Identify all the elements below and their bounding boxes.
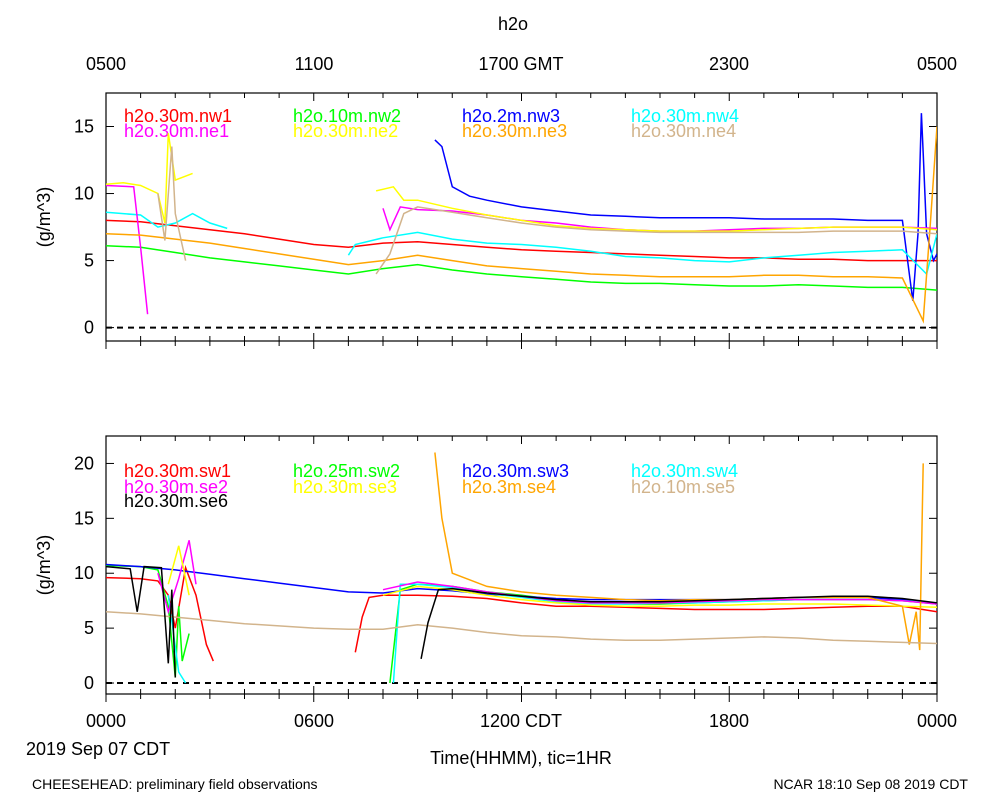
legend-entry: h2o.10m.nw2 (293, 106, 401, 126)
y-tick-label: 15 (74, 508, 94, 528)
footer-right-note: NCAR 18:10 Sep 08 2019 CDT (773, 776, 968, 792)
top-tick-label: 0500 (917, 54, 957, 74)
bottom-tick-label: 0000 (86, 711, 126, 731)
legend-entry: h2o.30m.sw4 (631, 461, 738, 481)
series-line-h2o-10m-se5 (106, 610, 937, 645)
legend-entry: h2o.30m.se6 (124, 491, 228, 511)
top-tick-label: 0500 (86, 54, 126, 74)
bottom-tick-label: 1200 CDT (480, 711, 562, 731)
bottom-tick-label: 0000 (917, 711, 957, 731)
y-axis-label: (g/m^3) (34, 535, 54, 595)
legend-entry: h2o.30m.nw1 (124, 106, 232, 126)
legend-entry: h2o.30m.se2 (124, 477, 228, 497)
y-tick-label: 10 (74, 184, 94, 204)
y-tick-label: 5 (84, 618, 94, 638)
series-line-h2o-30m-nw4 (106, 211, 937, 276)
top-tick-label: 1100 (295, 54, 334, 74)
y-axis-label: (g/m^3) (34, 187, 54, 247)
footer-left-note: CHEESEHEAD: preliminary field observatio… (32, 776, 318, 792)
legend-entry: h2o.25m.sw2 (293, 461, 400, 481)
legend-entry: h2o.10m.se5 (631, 477, 735, 497)
legend-entry: h2o.30m.sw3 (462, 461, 569, 481)
legend-entry: h2o.30m.ne1 (124, 121, 229, 141)
y-tick-label: 0 (84, 318, 94, 338)
series-line-h2o-10m-nw2 (106, 245, 937, 291)
top-panel: 0 5 10 15 (g/m^3) h2o.30m.nw1 h2o.10m.nw2 h2o.2… (34, 92, 938, 349)
series-line-h2o-30m-ne2 (106, 133, 937, 232)
series-line-h2o-30m-ne3 (106, 126, 937, 324)
series-line-h2o-30m-sw1 (106, 564, 937, 662)
series-line-h2o-30m-nw1 (106, 219, 937, 262)
y-tick-label: 5 (84, 251, 94, 271)
series-line-h2o-30m-se2 (157, 540, 937, 615)
series-line-h2o-30m-se6 (106, 565, 937, 678)
legend-entry: h2o.30m.sw1 (124, 461, 231, 481)
series-line-h2o-25m-sw2 (106, 564, 937, 684)
y-tick-label: 10 (74, 563, 94, 583)
y-tick-label: 15 (74, 117, 94, 137)
legend-entry: h2o.2m.nw3 (462, 106, 560, 126)
top-tick-label: 2300 (709, 54, 749, 74)
legend-entry: h2o.30m.ne3 (462, 121, 567, 141)
series-line-h2o-2m-nw3 (434, 113, 937, 301)
legend-entry: h2o.30m.ne4 (631, 121, 736, 141)
series-line-h2o-30m-se3 (167, 545, 937, 609)
top-axis-labels: 0500 1100 1700 GMT 2300 0500 (86, 54, 957, 74)
series-line-h2o-30m-ne4 (157, 146, 937, 275)
legend-entry: h2o.30m.ne2 (293, 121, 398, 141)
y-tick-label: 20 (74, 453, 94, 473)
legend-entry: h2o.30m.se3 (293, 477, 397, 497)
y-tick-label: 0 (84, 673, 94, 693)
legend-entry: h2o.3m.se4 (462, 477, 556, 497)
date-label: 2019 Sep 07 CDT (26, 739, 170, 759)
top-tick-label: 1700 GMT (478, 54, 563, 74)
legend-entry: h2o.30m.nw4 (631, 106, 739, 126)
chart-title: h2o (498, 14, 528, 34)
x-axis-label: Time(HHMM), tic=1HR (430, 748, 612, 768)
bottom-tick-label: 1800 (709, 711, 749, 731)
bottom-axis-labels: 0000 0600 1200 CDT 1800 0000 (86, 711, 957, 731)
bottom-tick-label: 0600 (294, 711, 334, 731)
